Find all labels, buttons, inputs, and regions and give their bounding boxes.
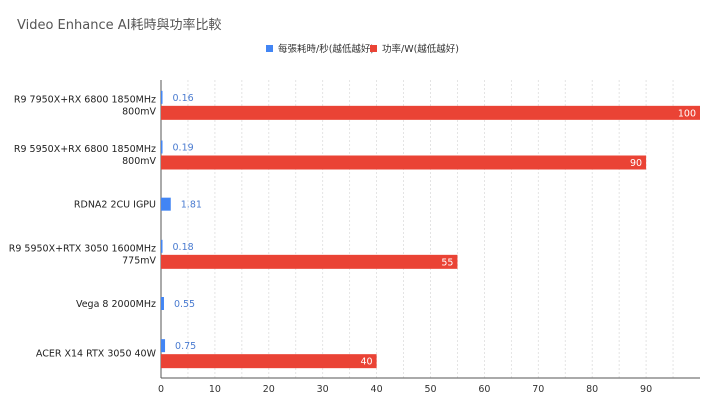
x-tick-label: 90: [640, 384, 652, 395]
data-label-power: 90: [630, 158, 642, 169]
x-tick-label: 20: [263, 384, 275, 395]
bar-power: [161, 105, 700, 120]
category-label: 800mV: [122, 106, 156, 117]
bar-time: [161, 140, 163, 154]
category-label: R9 5950X+RTX 3050 1600MHz: [9, 243, 156, 254]
chart-title: Video Enhance AI耗時與功率比較: [17, 18, 222, 33]
bar-time: [161, 339, 166, 353]
bar-power: [161, 254, 458, 269]
x-tick-label: 60: [478, 384, 490, 395]
x-tick-label: 10: [209, 384, 221, 395]
data-label-time: 0.55: [174, 299, 195, 310]
x-tick-label: 40: [371, 384, 383, 395]
data-label-time: 0.19: [173, 143, 194, 154]
category-label: 800mV: [122, 156, 156, 167]
legend-item-power: 功率/W(越低越好): [370, 41, 459, 55]
x-tick-label: 0: [158, 384, 164, 395]
data-label-time: 0.18: [173, 242, 194, 253]
data-label-time: 1.81: [181, 200, 202, 211]
bar-time: [161, 239, 163, 253]
x-tick-label: 80: [586, 384, 598, 395]
legend-swatch-time: [266, 44, 273, 52]
bar-time: [161, 297, 164, 310]
bar-power: [161, 155, 647, 170]
x-tick-label: 70: [532, 384, 544, 395]
data-label-time: 0.16: [173, 93, 194, 104]
category-label: ACER X14 RTX 3050 40W: [36, 349, 157, 360]
category-label: R9 5950X+RX 6800 1850MHz: [14, 144, 156, 155]
bar-power: [161, 354, 377, 369]
legend-item-time: 每張耗時/秒(越低越好): [266, 41, 374, 55]
data-label-power: 55: [441, 257, 453, 268]
legend-swatch-power: [370, 44, 377, 52]
category-label: 775mV: [122, 255, 156, 266]
bar-time: [161, 197, 171, 211]
legend: 每張耗時/秒(越低越好) 功率/W(越低越好): [0, 41, 720, 55]
category-label: Vega 8 2000MHz: [76, 299, 156, 310]
data-label-power: 40: [361, 357, 373, 368]
category-label: RDNA2 2CU IGPU: [74, 200, 156, 211]
data-label-power: 100: [678, 108, 696, 119]
legend-label-power: 功率/W(越低越好): [382, 44, 460, 55]
data-label-time: 0.75: [175, 341, 196, 352]
x-tick-label: 30: [317, 384, 329, 395]
x-tick-label: 50: [424, 384, 436, 395]
legend-label-time: 每張耗時/秒(越低越好): [278, 44, 375, 55]
bar-time: [161, 90, 163, 104]
category-label: R9 7950X+RX 6800 1850MHz: [14, 94, 156, 105]
